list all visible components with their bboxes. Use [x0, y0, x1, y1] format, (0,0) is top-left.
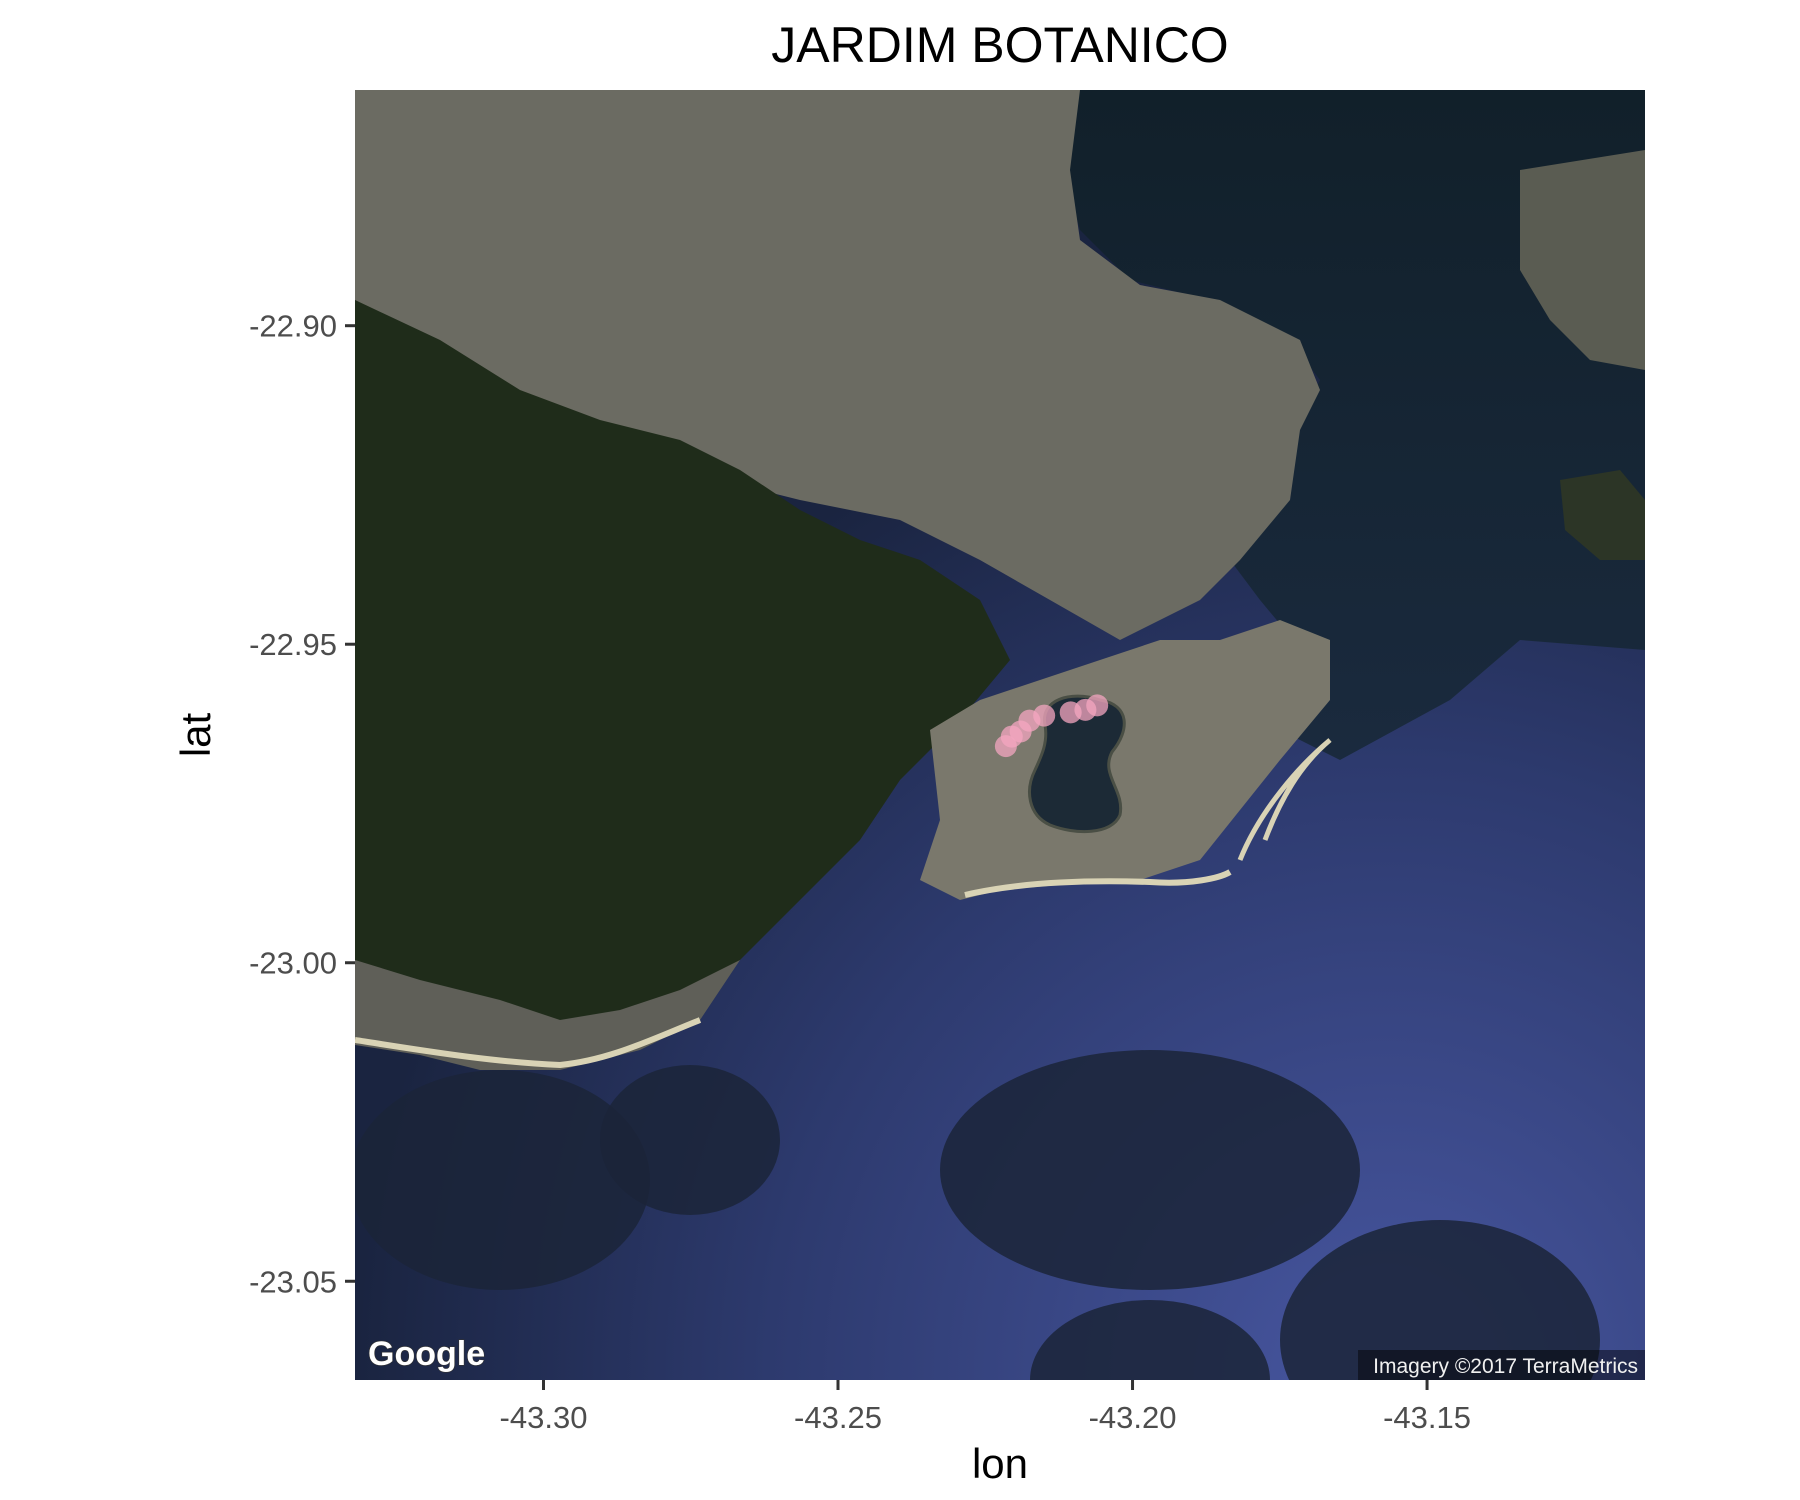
bay-area [1040, 90, 1645, 760]
y-tick-label: -22.90 [249, 309, 337, 344]
x-tick-label: -43.20 [1089, 1400, 1177, 1435]
x-tick-label: -43.15 [1383, 1400, 1471, 1435]
x-tick-label: -43.30 [500, 1400, 588, 1435]
forest-area [355, 300, 1010, 1070]
urban-north [355, 90, 1320, 640]
beach-line-east [1237, 738, 1332, 861]
beach-west [355, 1017, 702, 1069]
y-axis-title: lat [172, 712, 219, 757]
y-axis: -22.90 -22.95 -23.00 -23.05 [249, 309, 355, 1299]
y-tick-label: -22.95 [249, 627, 337, 662]
map-title: JARDIM BOTANICO [771, 17, 1228, 73]
google-logo: Google [368, 1335, 485, 1373]
island-south-mid [1030, 1300, 1270, 1380]
land-niteroi-south [1560, 470, 1645, 560]
data-point [1086, 694, 1109, 717]
y-tick-label: -23.05 [249, 1264, 337, 1299]
map-panel[interactable]: Google Imagery ©2017 TerraMetrics [350, 90, 1645, 1460]
attribution-bg [1358, 1350, 1645, 1380]
x-axis: -43.30 -43.25 -43.20 -43.15 [500, 1380, 1471, 1435]
land-niteroi [1520, 150, 1645, 370]
x-tick-label: -43.25 [794, 1400, 882, 1435]
island-tijucas [940, 1050, 1360, 1290]
island-west [355, 1070, 650, 1290]
data-point [1033, 704, 1056, 727]
x-axis-title: lon [972, 1440, 1028, 1487]
attribution-text: Imagery ©2017 TerraMetrics [1373, 1355, 1638, 1378]
urban-south [920, 620, 1330, 900]
points-layer [994, 694, 1109, 758]
island-cagarras [600, 1065, 780, 1215]
y-tick-label: -23.00 [249, 946, 337, 981]
beach-line [964, 869, 1232, 898]
island-south [1280, 1220, 1600, 1380]
